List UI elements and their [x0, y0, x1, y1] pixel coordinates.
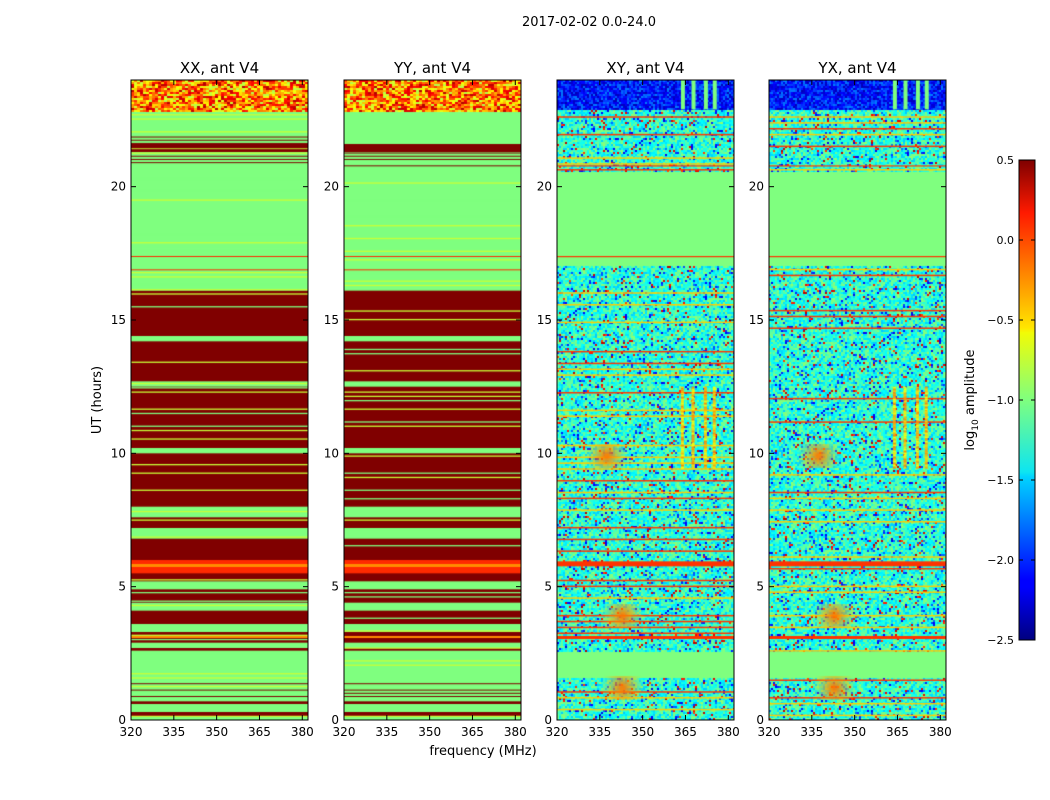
y-tick-label: 15 — [111, 313, 126, 327]
x-tick-label: 350 — [205, 725, 228, 739]
panel-3: XY, ant V4 320 335 350 365 380 0 5 10 15 20 — [537, 59, 740, 739]
x-tick-label: 335 — [375, 725, 398, 739]
x-tick-label: 320 — [758, 725, 781, 739]
x-tick-label: 380 — [291, 725, 314, 739]
x-tick-label: 350 — [418, 725, 441, 739]
colorbar-label: log10 amplitude — [963, 349, 981, 450]
x-tick-label: 380 — [929, 725, 952, 739]
x-tick-label: 320 — [333, 725, 356, 739]
colorbar-tick-label: −1.5 — [987, 474, 1014, 487]
y-tick-label: 15 — [537, 313, 552, 327]
y-tick-label: 20 — [324, 180, 339, 194]
x-tick-label: 365 — [248, 725, 271, 739]
y-tick-label: 5 — [756, 580, 764, 594]
heatmap-image — [769, 80, 946, 720]
y-tick-label: 10 — [324, 446, 339, 460]
colorbar: 0.5 0.0 −0.5 −1.0 −1.5 −2.0 −2.5 log10 amplitu… — [963, 154, 1036, 647]
x-tick-label: 380 — [504, 725, 527, 739]
x-tick-label: 365 — [674, 725, 697, 739]
x-tick-label: 380 — [717, 725, 740, 739]
y-tick-label: 0 — [118, 713, 126, 727]
suptitle: 2017-02-02 0.0-24.0 — [522, 15, 656, 30]
x-tick-label: 335 — [162, 725, 185, 739]
plot-frame — [768, 79, 947, 721]
y-tick-label: 5 — [331, 580, 339, 594]
panel-title: YY, ant V4 — [393, 59, 471, 77]
heatmap-image — [557, 80, 734, 720]
colorbar-tick-label: −0.5 — [987, 314, 1014, 327]
colorbar-tick-label: 0.5 — [997, 154, 1015, 167]
panel-4: YX, ant V4 320 335 350 365 380 0 5 10 15 20 — [749, 59, 952, 739]
x-tick-label: 365 — [461, 725, 484, 739]
plot-frame — [130, 79, 309, 721]
panel-title: XY, ant V4 — [606, 59, 684, 77]
x-tick-label: 320 — [120, 725, 143, 739]
panel-title: YX, ant V4 — [817, 59, 896, 77]
x-tick-label: 365 — [886, 725, 909, 739]
y-tick-label: 20 — [111, 180, 126, 194]
y-tick-label: 15 — [324, 313, 339, 327]
x-tick-label: 320 — [546, 725, 569, 739]
heatmap-image — [344, 80, 521, 720]
panel-title: XX, ant V4 — [180, 59, 259, 77]
y-tick-label: 20 — [537, 180, 552, 194]
x-axis-label: frequency (MHz) — [429, 744, 536, 759]
y-tick-label: 5 — [118, 580, 126, 594]
y-tick-label: 5 — [544, 580, 552, 594]
y-tick-label: 10 — [749, 446, 764, 460]
panel-2: YY, ant V4 320 335 350 365 380 0 5 10 15 20 — [324, 59, 527, 739]
x-tick-label: 350 — [631, 725, 654, 739]
heatmap-image — [131, 80, 308, 720]
y-tick-label: 15 — [749, 313, 764, 327]
y-tick-label: 10 — [537, 446, 552, 460]
plot-frame — [556, 79, 735, 721]
y-axis-label: UT (hours) — [90, 366, 105, 434]
y-tick-label: 10 — [111, 446, 126, 460]
y-tick-label: 0 — [544, 713, 552, 727]
y-tick-label: 0 — [331, 713, 339, 727]
colorbar-tick-label: −1.0 — [987, 394, 1014, 407]
y-tick-label: 0 — [756, 713, 764, 727]
colorbar-tick-label: −2.5 — [987, 634, 1014, 647]
x-tick-label: 350 — [843, 725, 866, 739]
colorbar-tick-label: −2.0 — [987, 554, 1014, 567]
y-tick-label: 20 — [749, 180, 764, 194]
plot-frame — [343, 79, 522, 721]
colorbar-tick-label: 0.0 — [997, 234, 1015, 247]
x-tick-label: 335 — [800, 725, 823, 739]
panel-1: XX, ant V4 320 335 350 365 380 0 5 10 15 20 — [111, 59, 314, 739]
x-tick-label: 335 — [588, 725, 611, 739]
